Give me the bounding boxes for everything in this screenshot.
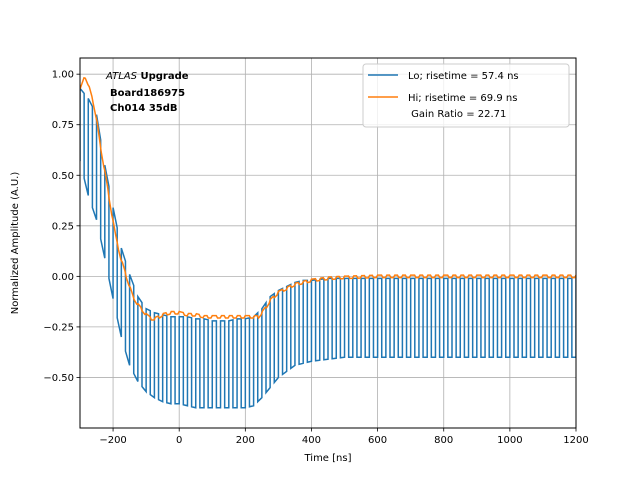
series-hi-line — [80, 76, 576, 321]
annotation-upgrade: Upgrade — [137, 71, 189, 82]
axis-ticks: −200 0 200 400 600 800 1000 1200 −0.50 −0.25 0.00 0… — [43, 70, 588, 446]
y-tick-label: 0.25 — [52, 221, 74, 232]
plot-lines — [80, 76, 576, 409]
x-tick-label: 600 — [368, 435, 387, 446]
atlas-annotation: ATLAS Upgrade Board186975 Ch014 35dB — [105, 71, 189, 114]
annotation-line-3: Ch014 35dB — [110, 103, 178, 114]
annotation-line-2: Board186975 — [110, 88, 185, 99]
y-axis-label: Normalized Amplitude (A.U.) — [10, 172, 21, 315]
x-tick-label: 1000 — [497, 435, 522, 446]
y-tick-label: 0.75 — [52, 120, 74, 131]
legend: Lo; risetime = 57.4 ns Hi; risetime = 69… — [362, 63, 570, 128]
x-tick-label: 0 — [176, 435, 182, 446]
x-axis-label: Time [ns] — [303, 453, 351, 464]
legend-box — [362, 63, 570, 128]
legend-label-hi: Hi; risetime = 69.9 ns — [408, 93, 517, 104]
legend-label-lo: Lo; risetime = 57.4 ns — [408, 71, 519, 82]
x-tick-label: 200 — [236, 435, 255, 446]
y-tick-label: 1.00 — [52, 70, 74, 81]
y-tick-label: −0.50 — [43, 373, 74, 384]
y-tick-label: 0.50 — [52, 171, 74, 182]
y-tick-label: 0.00 — [52, 272, 74, 283]
y-tick-label: −0.25 — [43, 322, 74, 333]
legend-label-hi-gain: Gain Ratio = 22.71 — [408, 109, 506, 120]
x-tick-label: −200 — [99, 435, 126, 446]
x-tick-label: 1200 — [563, 435, 588, 446]
plot-frame — [79, 57, 577, 429]
x-tick-label: 800 — [434, 435, 453, 446]
annotation-line-1: ATLAS Upgrade — [105, 71, 189, 82]
x-tick-label: 400 — [302, 435, 321, 446]
annotation-atlas: ATLAS — [105, 71, 138, 82]
